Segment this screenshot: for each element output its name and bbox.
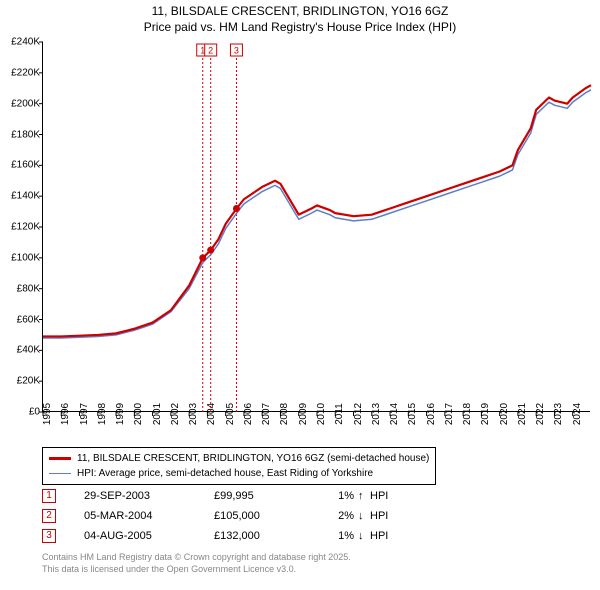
y-tick-label: £80K xyxy=(2,283,40,294)
footer-attribution: Contains HM Land Registry data © Crown c… xyxy=(42,552,351,575)
series-hpi xyxy=(43,90,591,338)
arrow-icon: ↑ xyxy=(358,490,370,502)
legend-item: HPI: Average price, semi-detached house,… xyxy=(49,466,429,481)
legend-item: 11, BILSDALE CRESCENT, BRIDLINGTON, YO16… xyxy=(49,451,429,466)
y-tick-label: £120K xyxy=(2,222,40,233)
y-tick-label: £60K xyxy=(2,314,40,325)
transaction-date: 05-MAR-2004 xyxy=(84,510,214,522)
transaction-suffix: HPI xyxy=(370,490,388,502)
transaction-row: 2 05-MAR-2004£105,0002% ↓HPI xyxy=(42,506,388,526)
y-tick-label: £100K xyxy=(2,252,40,263)
transaction-price: £105,000 xyxy=(214,510,324,522)
y-tick-label: £140K xyxy=(2,191,40,202)
transaction-date: 04-AUG-2005 xyxy=(84,530,214,542)
sale-marker-number: 3 xyxy=(234,45,239,55)
chart-title: 11, BILSDALE CRESCENT, BRIDLINGTON, YO16… xyxy=(0,0,600,35)
y-tick-label: £220K xyxy=(2,67,40,78)
transaction-row: 3 04-AUG-2005£132,0001% ↓HPI xyxy=(42,526,388,546)
title-line-2: Price paid vs. HM Land Registry's House … xyxy=(0,20,600,36)
transaction-row: 1 29-SEP-2003£99,9951% ↑HPI xyxy=(42,486,388,506)
legend-label: 11, BILSDALE CRESCENT, BRIDLINGTON, YO16… xyxy=(77,451,429,466)
transaction-number: 2 xyxy=(42,509,56,523)
title-line-1: 11, BILSDALE CRESCENT, BRIDLINGTON, YO16… xyxy=(0,4,600,20)
transaction-price: £99,995 xyxy=(214,490,324,502)
transaction-number: 3 xyxy=(42,529,56,543)
y-tick-label: £160K xyxy=(2,160,40,171)
y-tick-label: £20K xyxy=(2,376,40,387)
transaction-table: 129-SEP-2003£99,9951%↑HPI205-MAR-2004£10… xyxy=(42,486,388,546)
transaction-pct: 1% xyxy=(324,490,354,502)
footer-line-1: Contains HM Land Registry data © Crown c… xyxy=(42,552,351,564)
sale-marker-dot xyxy=(233,205,240,212)
plot-area: 123 xyxy=(42,42,590,412)
legend-swatch xyxy=(49,473,71,475)
arrow-icon: ↓ xyxy=(358,510,370,522)
transaction-date: 29-SEP-2003 xyxy=(84,490,214,502)
y-tick-label: £200K xyxy=(2,98,40,109)
transaction-number: 1 xyxy=(42,489,56,503)
legend-label: HPI: Average price, semi-detached house,… xyxy=(77,466,373,481)
arrow-icon: ↓ xyxy=(358,530,370,542)
sale-marker-dot xyxy=(199,254,206,261)
y-tick-label: £40K xyxy=(2,345,40,356)
sale-marker-number: 2 xyxy=(208,45,213,55)
footer-line-2: This data is licensed under the Open Gov… xyxy=(42,564,351,576)
sale-marker-dot xyxy=(207,247,214,254)
y-tick-label: £180K xyxy=(2,129,40,140)
transaction-pct: 1% xyxy=(324,530,354,542)
transaction-suffix: HPI xyxy=(370,510,388,522)
transaction-suffix: HPI xyxy=(370,530,388,542)
plot-svg: 123 xyxy=(43,42,591,412)
y-tick-label: £240K xyxy=(2,37,40,48)
transaction-price: £132,000 xyxy=(214,530,324,542)
y-tick-label: £0 xyxy=(2,407,40,418)
transaction-pct: 2% xyxy=(324,510,354,522)
chart-container: 11, BILSDALE CRESCENT, BRIDLINGTON, YO16… xyxy=(0,0,600,590)
legend: 11, BILSDALE CRESCENT, BRIDLINGTON, YO16… xyxy=(42,447,436,485)
legend-swatch xyxy=(49,457,71,459)
